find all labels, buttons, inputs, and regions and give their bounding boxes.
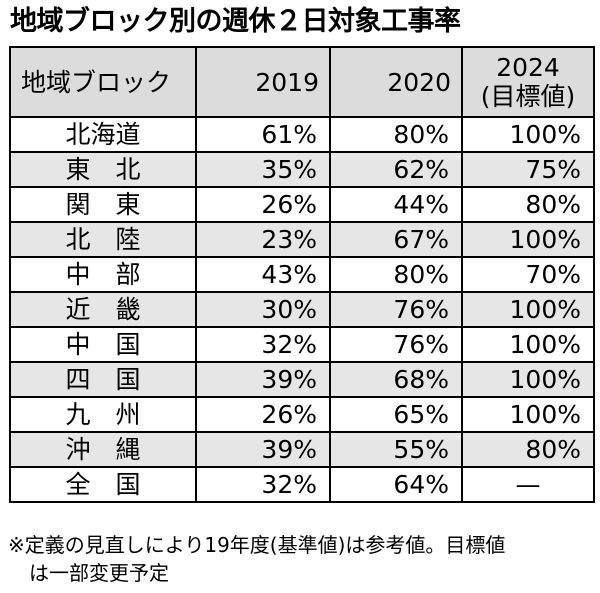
value-2020-cell: 65% <box>329 396 463 433</box>
value-2020-cell: 44% <box>329 186 463 223</box>
region-cell: 九 州 <box>9 396 197 433</box>
value-2019-cell: 39% <box>195 431 331 468</box>
header-region: 地域ブロック <box>9 46 197 118</box>
value-2020-cell: 67% <box>329 221 463 258</box>
value-2019-cell: 43% <box>195 256 331 293</box>
region-cell: 関 東 <box>9 186 197 223</box>
value-2024-cell: 75% <box>461 151 595 188</box>
value-2024-cell: 80% <box>461 431 595 468</box>
value-2020-cell: 64% <box>329 466 463 503</box>
table-row: 北海道 61% 80% 100% <box>9 116 595 153</box>
value-2020-cell: 55% <box>329 431 463 468</box>
value-2024-cell: 80% <box>461 186 595 223</box>
table-row: 北 陸 23% 67% 100% <box>9 221 595 258</box>
value-2020-cell: 68% <box>329 361 463 398</box>
header-2024: 2024 <box>496 53 560 82</box>
table-row: 東 北 35% 62% 75% <box>9 151 595 188</box>
value-2024-cell: — <box>461 466 595 503</box>
value-2020-cell: 80% <box>329 256 463 293</box>
page-title: 地域ブロック別の週休２日対象工事率 <box>10 6 461 37</box>
value-2024-cell: 100% <box>461 221 595 258</box>
value-2020-cell: 76% <box>329 291 463 328</box>
table-row: 中 部 43% 80% 70% <box>9 256 595 293</box>
value-2019-cell: 30% <box>195 291 331 328</box>
value-2019-cell: 26% <box>195 396 331 433</box>
region-cell: 中 部 <box>9 256 197 293</box>
table-row: 中 国 32% 76% 100% <box>9 326 595 363</box>
footnote-line-1: ※定義の見直しにより19年度(基準値)は参考値。目標値 <box>8 533 506 557</box>
value-2019-cell: 35% <box>195 151 331 188</box>
value-2024-cell: 100% <box>461 291 595 328</box>
value-2024-cell: 100% <box>461 361 595 398</box>
table-row: 沖 縄 39% 55% 80% <box>9 431 595 468</box>
header-2019: 2019 <box>195 46 331 118</box>
region-cell: 全 国 <box>9 466 197 503</box>
region-cell: 四 国 <box>9 361 197 398</box>
table-row: 関 東 26% 44% 80% <box>9 186 595 223</box>
footnote: ※定義の見直しにより19年度(基準値)は参考値。目標値 は一部変更予定 <box>8 531 594 587</box>
value-2019-cell: 23% <box>195 221 331 258</box>
value-2024-cell: 100% <box>461 396 595 433</box>
header-2024-target: 2024 (目標値) <box>461 46 595 118</box>
table-row: 近 畿 30% 76% 100% <box>9 291 595 328</box>
table-header-row: 地域ブロック 2019 2020 2024 (目標値) <box>9 46 595 118</box>
value-2024-cell: 100% <box>461 116 595 153</box>
value-2019-cell: 39% <box>195 361 331 398</box>
value-2019-cell: 61% <box>195 116 331 153</box>
header-2020: 2020 <box>329 46 463 118</box>
region-cell: 東 北 <box>9 151 197 188</box>
table-body: 北海道 61% 80% 100% 東 北 35% 62% 75% 関 東 26% 44% 80% 北 陸… <box>9 116 595 503</box>
value-2020-cell: 62% <box>329 151 463 188</box>
data-table: 地域ブロック 2019 2020 2024 (目標値) 北海道 61% 80% 100… <box>9 46 595 503</box>
table-row: 九 州 26% 65% 100% <box>9 396 595 433</box>
footnote-line-2: は一部変更予定 <box>29 561 169 585</box>
region-cell: 近 畿 <box>9 291 197 328</box>
value-2019-cell: 32% <box>195 326 331 363</box>
value-2019-cell: 32% <box>195 466 331 503</box>
region-cell: 沖 縄 <box>9 431 197 468</box>
table-row: 全 国 32% 64% — <box>9 466 595 503</box>
table-row: 四 国 39% 68% 100% <box>9 361 595 398</box>
region-cell: 中 国 <box>9 326 197 363</box>
header-target-label: (目標値) <box>480 82 576 111</box>
value-2024-cell: 70% <box>461 256 595 293</box>
value-2020-cell: 76% <box>329 326 463 363</box>
value-2019-cell: 26% <box>195 186 331 223</box>
value-2020-cell: 80% <box>329 116 463 153</box>
region-cell: 北 陸 <box>9 221 197 258</box>
region-cell: 北海道 <box>9 116 197 153</box>
value-2024-cell: 100% <box>461 326 595 363</box>
